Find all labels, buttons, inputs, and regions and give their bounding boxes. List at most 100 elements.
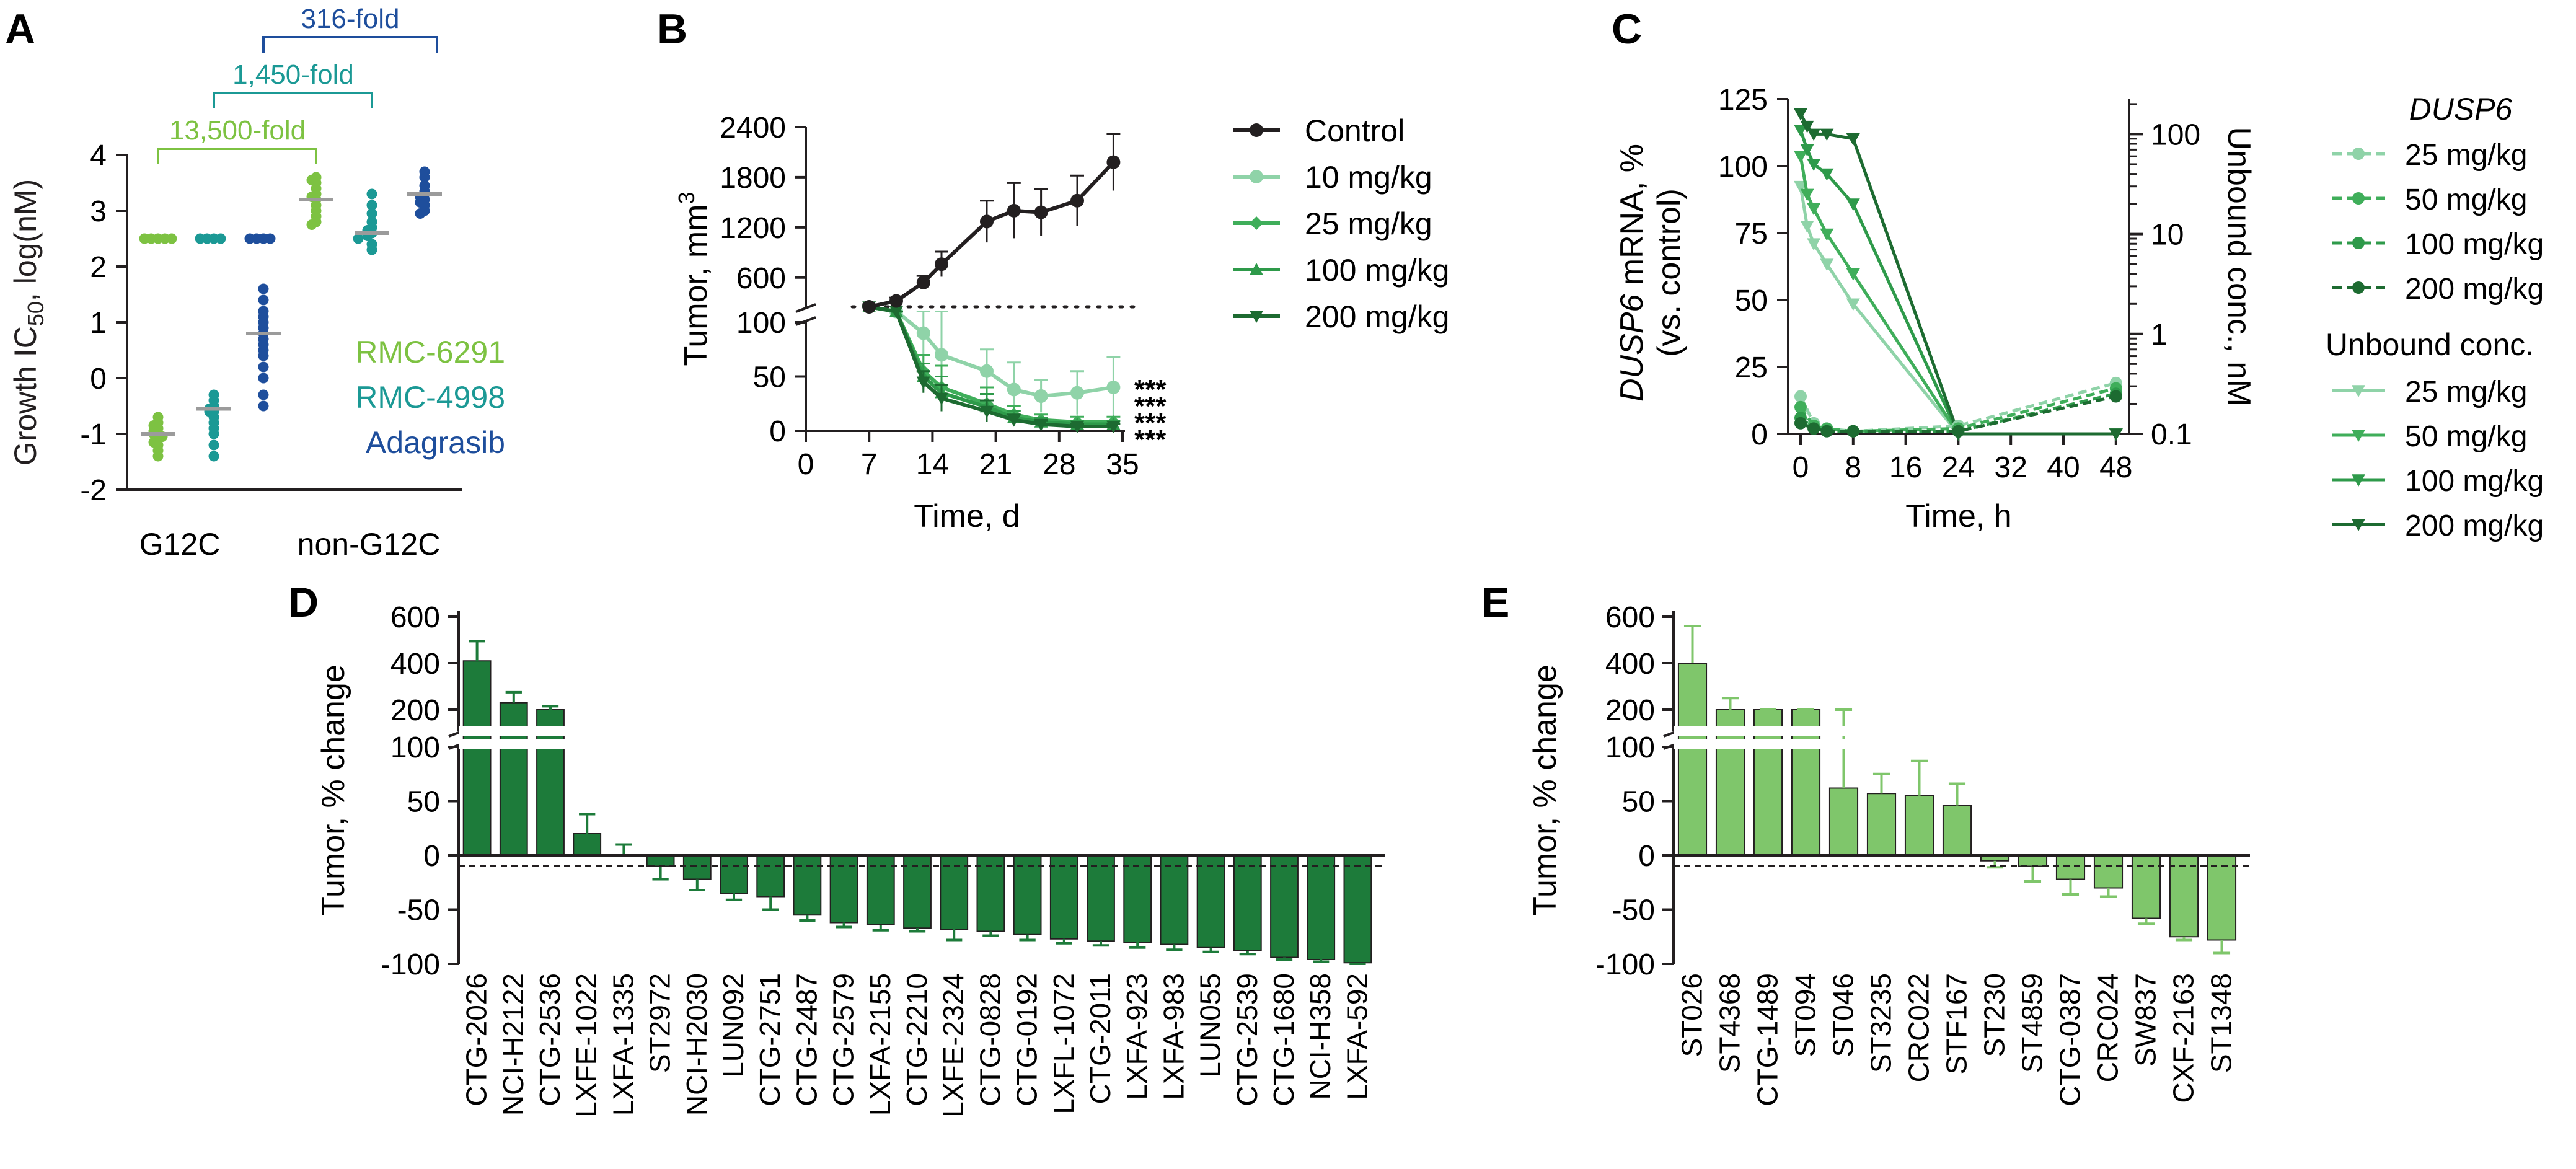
- bar: [1307, 855, 1336, 960]
- panel-a-point: [258, 283, 269, 294]
- panel-c-y2-tick-label: 0.1: [2151, 418, 2192, 451]
- conc-marker: [1807, 159, 1821, 171]
- conc-marker: [1846, 198, 1860, 211]
- panel-c-y-tick-label: 50: [1735, 285, 1768, 317]
- panel-a-point: [366, 188, 377, 200]
- legend-label: 50 mg/kg: [2405, 420, 2527, 453]
- panel-e-y-label: Tumor, % change: [1527, 664, 1563, 916]
- bar: [1160, 855, 1189, 945]
- panel-a-y-label: Growth IC50, log(nM): [8, 179, 48, 465]
- bar: [1942, 805, 1972, 856]
- conc-marker: [1807, 238, 1821, 251]
- bracket-rmc6291-label: 13,500-fold: [169, 115, 306, 146]
- legend-rmc4998: RMC-4998: [355, 380, 505, 415]
- y-tick-label: 0: [423, 840, 440, 873]
- panel-b-y-tick-label: 600: [736, 262, 786, 295]
- legend-marker: [1250, 311, 1263, 323]
- panel-a-point: [258, 361, 269, 373]
- legend-marker: [2352, 192, 2365, 205]
- conc-marker: [1820, 168, 1834, 181]
- mrna-marker: [1794, 400, 1807, 413]
- series-marker: [1106, 381, 1121, 394]
- category-label: LXFE-2324: [937, 973, 969, 1118]
- panel-e: E Tumor, % change 600 400 200 100 50 0 -50 -100…: [1481, 579, 2250, 1106]
- series-marker: [1007, 382, 1021, 397]
- panel-a: A 4 3 2 1 0 -1 -2 Growth IC50, log(nM) G12C no…: [5, 4, 505, 562]
- y-tick-label: 100: [1605, 731, 1655, 764]
- panel-c-y-label-gene: DUSP6: [1614, 294, 1650, 402]
- panel-b-x-label: Time, d: [914, 498, 1020, 534]
- bar: [1196, 855, 1225, 948]
- bar: [756, 855, 785, 898]
- conc-marker: [1820, 258, 1834, 271]
- y-tick-label: 200: [390, 694, 440, 727]
- legend-adagrasib: Adagrasib: [366, 425, 505, 460]
- bar: [1049, 855, 1078, 940]
- panel-e-letter: E: [1481, 579, 1509, 626]
- category-label: CTG-2539: [1231, 973, 1263, 1106]
- y-tick-label: 50: [407, 786, 440, 819]
- bar: [1677, 663, 1708, 856]
- category-label: CTG-2011: [1084, 973, 1116, 1104]
- mrna-marker: [1794, 390, 1807, 403]
- series-marker: [916, 326, 930, 340]
- category-label: LXFA-592: [1341, 973, 1373, 1100]
- bracket-adagrasib-label: 316-fold: [301, 4, 399, 34]
- panel-a-point: [258, 350, 269, 361]
- panel-a-point: [208, 428, 219, 439]
- series-marker: [1007, 414, 1021, 427]
- panel-a-point: [215, 233, 226, 244]
- legend-label: 100 mg/kg: [2405, 228, 2544, 261]
- category-label: LXFA-923: [1121, 973, 1153, 1100]
- panel-a-point: [258, 389, 269, 400]
- panel-a-points: [139, 166, 442, 462]
- panel-c-x-tick-label: 8: [1845, 451, 1861, 484]
- y-tick-label: 50: [1622, 786, 1655, 819]
- panel-a-point: [265, 233, 276, 244]
- bar: [499, 702, 528, 856]
- panel-b-x-tick-label: 7: [861, 448, 878, 481]
- series-marker: [1034, 205, 1048, 219]
- series-marker: [916, 275, 930, 289]
- series-marker: [916, 376, 930, 389]
- panel-c-x-tick-label: 16: [1889, 451, 1922, 484]
- series-marker: [935, 392, 948, 405]
- sig-2: ***: [1134, 391, 1167, 421]
- bar: [2169, 855, 2199, 938]
- legend-marker: [2352, 237, 2365, 249]
- panel-c-y2-tick-label: 1: [2151, 319, 2168, 351]
- panel-c-mrna-series-3: [1794, 390, 2122, 438]
- bar: [1013, 855, 1042, 935]
- conc-marker: [1820, 128, 1834, 141]
- series-marker: [1034, 389, 1048, 403]
- panel-b-y-label: Tumor, mm3: [674, 192, 714, 366]
- panel-c-y-label-rest: mRNA, %: [1614, 144, 1650, 294]
- category-label: CTG-1680: [1268, 973, 1300, 1106]
- sig-1: ***: [1134, 374, 1167, 405]
- legend-marker: [2352, 385, 2365, 397]
- category-label: ST046: [1827, 973, 1859, 1057]
- panel-c-ticks: 0 8 16 24 32 40 48 0 25 50 75 100 125 0.1 1 10 100: [1718, 84, 2200, 484]
- mrna-marker: [2109, 390, 2122, 403]
- panel-a-point: [306, 219, 317, 230]
- panel-a-point: [258, 373, 269, 384]
- legend-marker: [2352, 281, 2365, 294]
- category-label: CRC022: [1903, 973, 1935, 1082]
- legend-marker: [1250, 263, 1263, 275]
- series-marker: [1106, 421, 1121, 433]
- bar: [1123, 855, 1152, 943]
- panel-d-y-label: Tumor, % change: [315, 664, 351, 916]
- panel-c-x-tick-label: 48: [2099, 451, 2132, 484]
- category-label: ST2972: [644, 973, 676, 1073]
- bracket-rmc4998: [213, 92, 373, 108]
- bar: [573, 833, 602, 856]
- bar: [2207, 855, 2237, 941]
- category-label: NCI-H358: [1304, 973, 1336, 1100]
- panel-a-point: [419, 172, 430, 183]
- y-tick-label: 600: [1605, 601, 1655, 634]
- panel-a-y-tick-label: 4: [90, 139, 107, 172]
- panel-b-y-label-sup: 3: [674, 192, 699, 205]
- panel-b-y-tick-label: 1200: [720, 212, 786, 245]
- y-tick-label: -100: [381, 948, 440, 981]
- panel-a-y-tick-label: 2: [90, 251, 107, 284]
